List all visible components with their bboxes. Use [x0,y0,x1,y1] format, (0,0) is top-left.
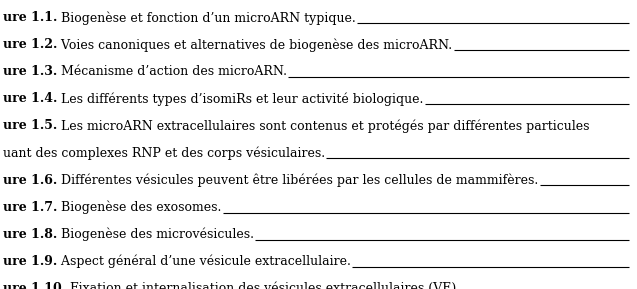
Text: ure 1.10.: ure 1.10. [3,282,66,289]
Text: 8: 8 [636,38,637,51]
Text: 22: 22 [636,119,637,132]
Text: 25: 25 [636,174,637,187]
Text: Mécanisme d’action des microARN.: Mécanisme d’action des microARN. [57,65,287,78]
Text: Voies canoniques et alternatives de biogenèse des microARN.: Voies canoniques et alternatives de biog… [57,38,452,52]
Text: 16: 16 [636,92,637,105]
Text: 12: 12 [636,65,637,78]
Text: ure 1.1.: ure 1.1. [3,11,57,24]
Text: ure 1.6.: ure 1.6. [3,174,57,187]
Text: 32: 32 [636,228,637,241]
Text: ure 1.4.: ure 1.4. [3,92,57,105]
Text: 12: 12 [636,65,637,78]
Text: Biogenèse des exosomes.: Biogenèse des exosomes. [57,201,222,214]
Text: 6: 6 [636,11,637,24]
Text: 16: 16 [636,92,637,105]
Text: 25: 25 [636,174,637,187]
Text: Les microARN extracellulaires sont contenus et protégés par différentes particul: Les microARN extracellulaires sont conte… [57,119,589,133]
Text: ure 1.7.: ure 1.7. [3,201,57,214]
Text: 22: 22 [636,119,637,132]
Text: 46: 46 [636,282,637,289]
Text: 6: 6 [636,11,637,24]
Text: ure 1.9.: ure 1.9. [3,255,57,268]
Text: 32: 32 [636,228,637,241]
Text: 46: 46 [636,282,637,289]
Text: 42: 42 [636,255,637,268]
Text: 8: 8 [636,38,637,51]
Text: 42: 42 [636,255,637,268]
Text: Biogenèse et fonction d’un microARN typique.: Biogenèse et fonction d’un microARN typi… [57,11,356,25]
Text: ure 1.3.: ure 1.3. [3,65,57,78]
Text: 29: 29 [636,201,637,214]
Text: ure 1.8.: ure 1.8. [3,228,57,241]
Text: ure 1.2.: ure 1.2. [3,38,57,51]
Text: Aspect général d’une vésicule extracellulaire.: Aspect général d’une vésicule extracellu… [57,255,351,268]
Text: Fixation et internalisation des vésicules extracellulaires (VE).: Fixation et internalisation des vésicule… [66,282,460,289]
Text: ure 1.5.: ure 1.5. [3,119,57,132]
Text: uant des complexes RNP et des corps vésiculaires.: uant des complexes RNP et des corps vési… [3,147,325,160]
Text: Les différents types d’isomiRs et leur activité biologique.: Les différents types d’isomiRs et leur a… [57,92,424,106]
Text: Biogenèse des microvésicules.: Biogenèse des microvésicules. [57,228,254,241]
Text: Différentes vésicules peuvent être libérées par les cellules de mammifères.: Différentes vésicules peuvent être libér… [57,174,538,187]
Text: 29: 29 [636,201,637,214]
